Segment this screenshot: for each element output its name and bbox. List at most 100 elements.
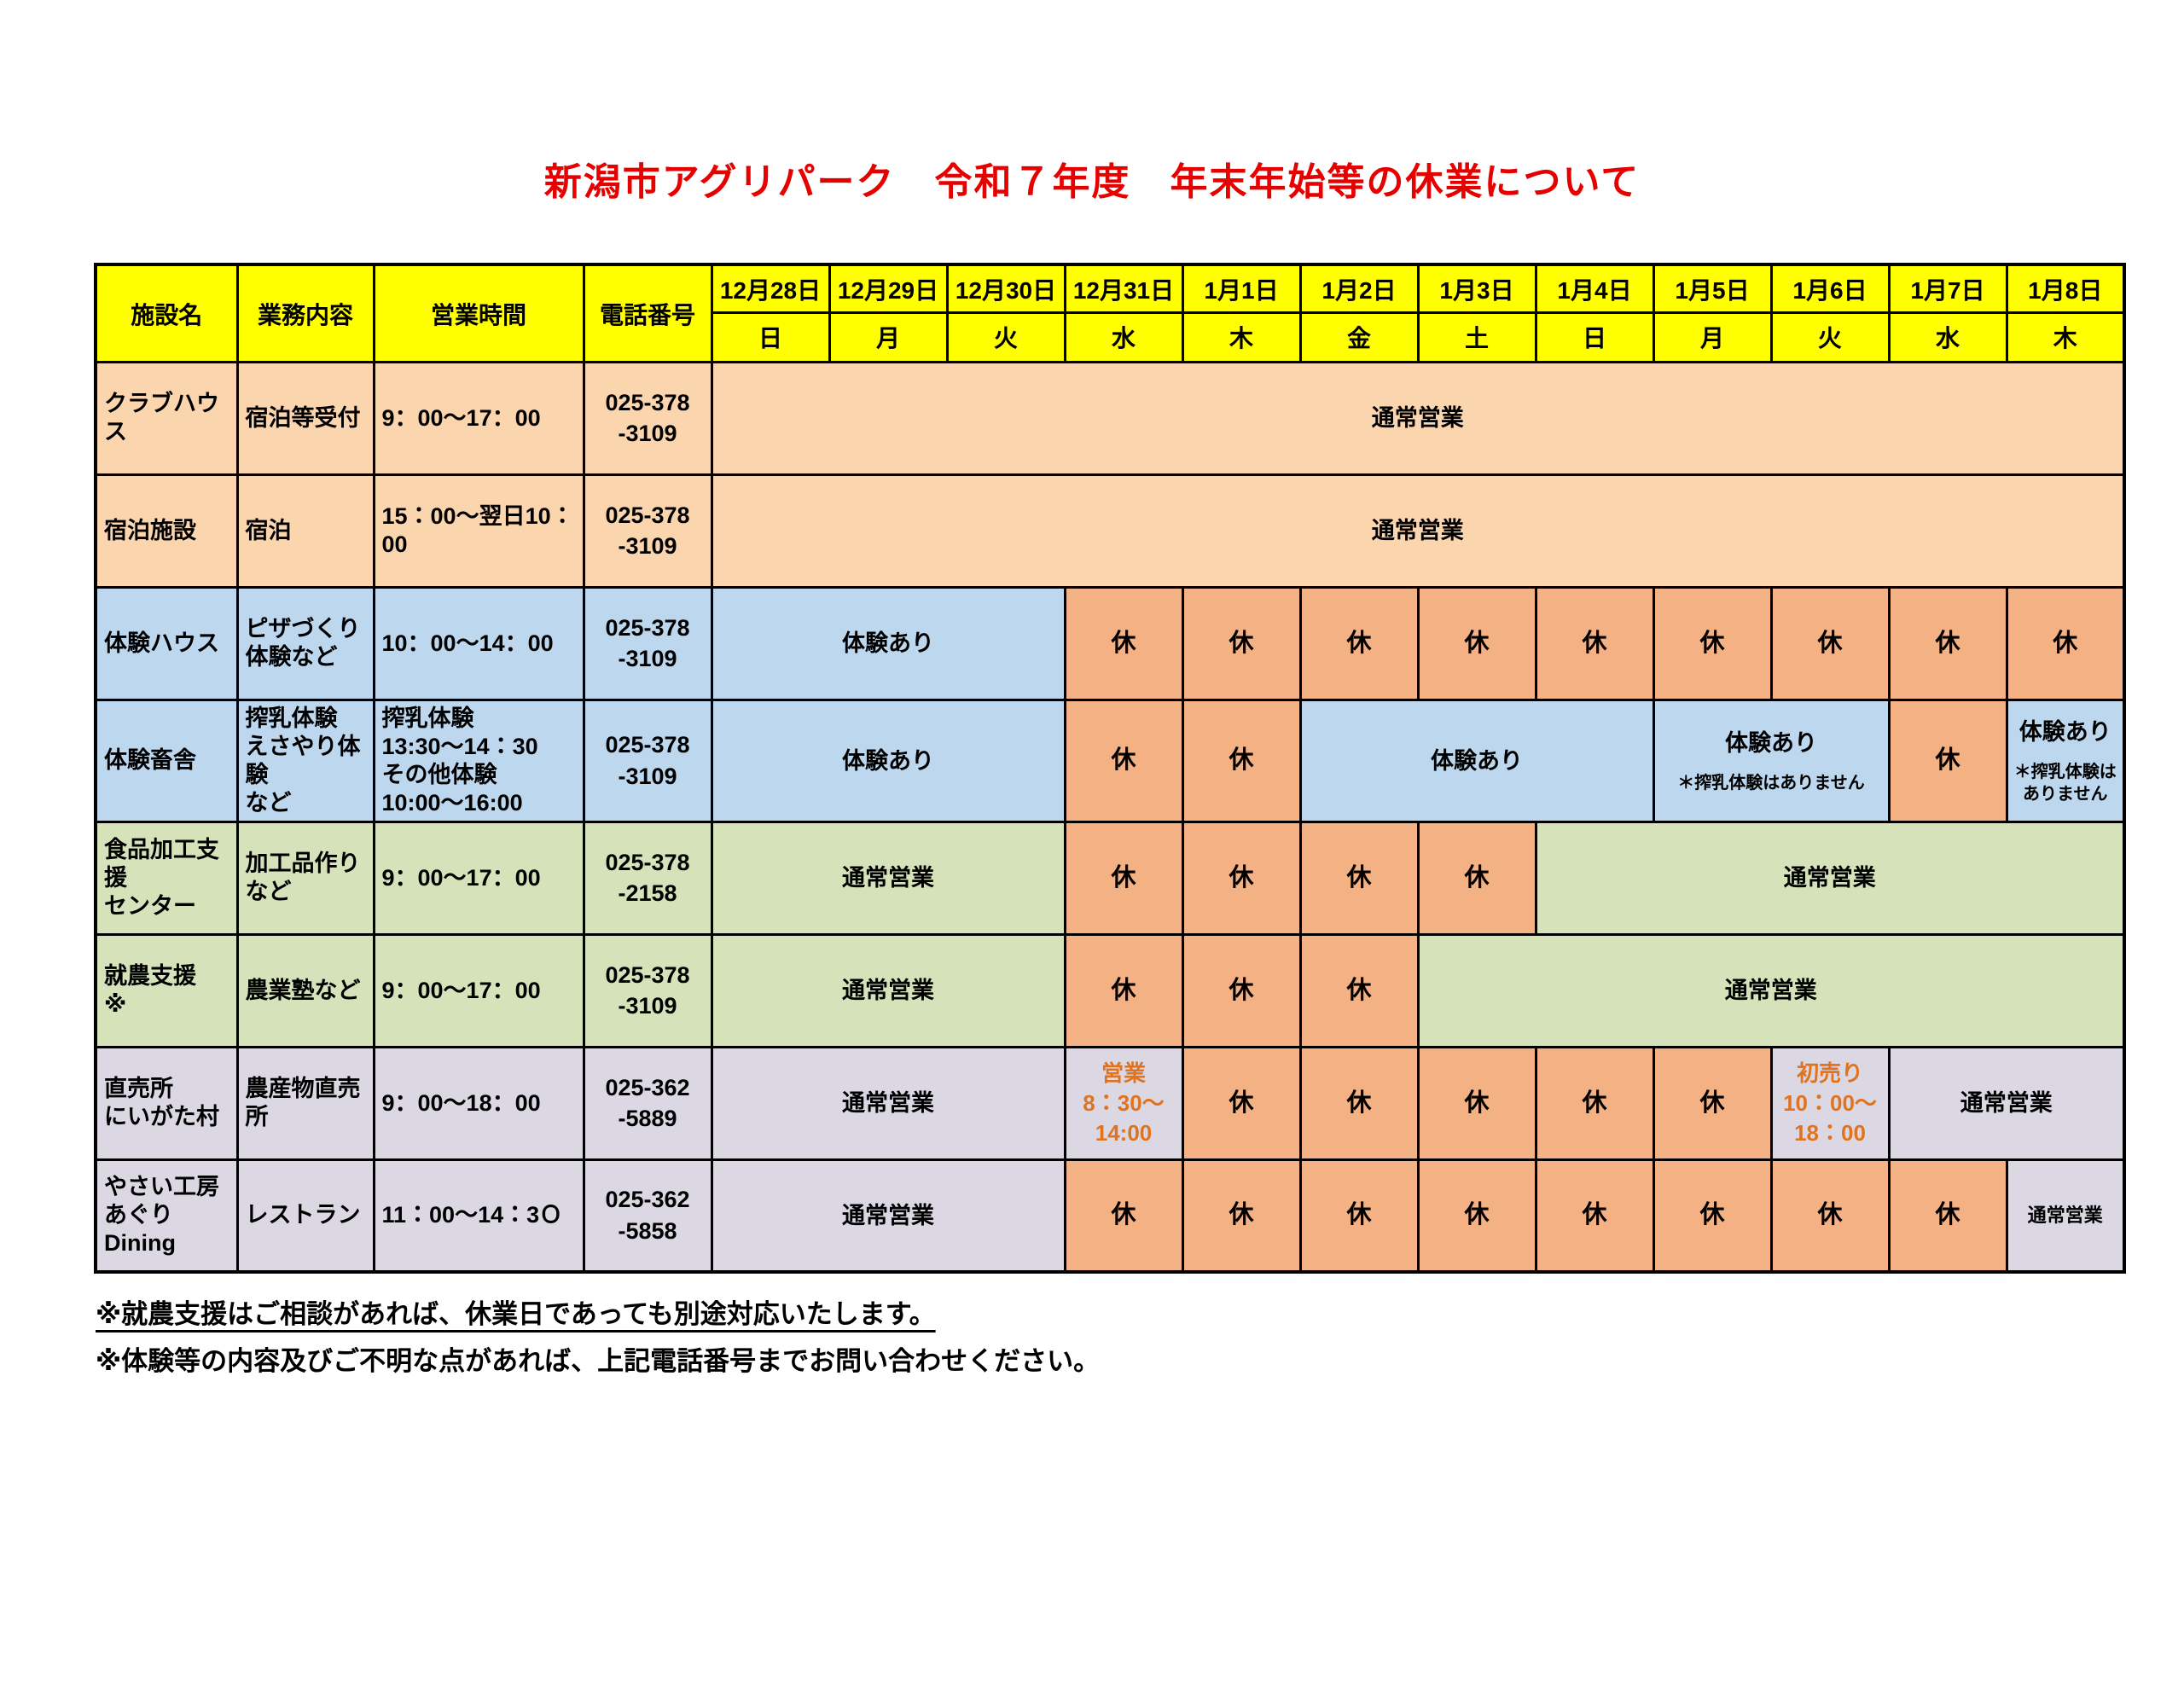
closed-cell: 休 bbox=[1416, 1045, 1537, 1161]
phone-cell: 025-378 -3109 bbox=[582, 585, 713, 701]
date-header: 1月6日 bbox=[1769, 263, 1891, 314]
date-header: 12月30日 bbox=[945, 263, 1066, 314]
hours-cell: 9：00～18：00 bbox=[372, 1045, 585, 1161]
table-row: やさい工房 あぐりDining レストラン 11：00～14：3Ｏ 025-362 -… bbox=[94, 1158, 2126, 1274]
business-cell: ピザづくり 体験など bbox=[235, 585, 375, 701]
schedule-label: 休 bbox=[1228, 746, 1254, 775]
closed-cell: 休 bbox=[1181, 932, 1302, 1048]
schedule-label: 通常営業 bbox=[1371, 405, 1464, 432]
phone-cell: 025-378 -3109 bbox=[582, 698, 713, 823]
closed-cell: 休 bbox=[1887, 1158, 2008, 1274]
closed-cell: 休 bbox=[1181, 585, 1302, 701]
schedule-label: 通常営業 bbox=[842, 1202, 934, 1228]
schedule-label: 体験あり bbox=[2018, 718, 2111, 745]
phone-cell: 025-378 -3109 bbox=[582, 360, 713, 476]
schedule-cell: 通常営業 bbox=[710, 1158, 1066, 1274]
closed-cell: 休 bbox=[1181, 820, 1302, 936]
schedule-label: 休 bbox=[1464, 1089, 1490, 1117]
header-row-dates: 施設名 業務内容 営業時間 電話番号 12月28日 12月29日 12月30日 12月… bbox=[94, 263, 2126, 363]
phone-cell: 025-362 -5858 bbox=[582, 1158, 713, 1274]
closed-cell: 休 bbox=[1298, 1045, 1420, 1161]
date-header: 12月31日 bbox=[1063, 263, 1184, 314]
schedule-label: 休 bbox=[1228, 1089, 1254, 1117]
day-header: 火 bbox=[1769, 311, 1891, 363]
business-cell: 宿泊 bbox=[235, 473, 375, 589]
schedule-note: ＊搾乳体験はありません bbox=[1677, 773, 1865, 793]
table-body: クラブハウス 宿泊等受付 9：00～17：00 025-378 -3109 通常営業 宿泊… bbox=[94, 360, 2126, 1274]
schedule-label: 休 bbox=[1346, 863, 1372, 891]
date-header: 1月7日 bbox=[1887, 263, 2008, 314]
schedule-label: 営業 8：30～ 14:00 bbox=[1083, 1060, 1165, 1146]
day-header: 月 bbox=[828, 311, 949, 363]
hours-cell: 10：00～14：00 bbox=[372, 585, 585, 701]
closed-cell: 休 bbox=[1652, 1158, 1773, 1274]
schedule-cell: 体験あり bbox=[710, 698, 1066, 823]
hours-cell: 9：00～17：00 bbox=[372, 820, 585, 936]
table-header: 施設名 業務内容 営業時間 電話番号 12月28日 12月29日 12月30日 12月… bbox=[94, 263, 2126, 363]
schedule-label: 休 bbox=[1228, 976, 1254, 1004]
phone-cell: 025-378 -3109 bbox=[582, 932, 713, 1048]
business-cell: 加工品作り など bbox=[235, 820, 375, 936]
schedule-label: 休 bbox=[1464, 629, 1490, 657]
closed-cell: 休 bbox=[1298, 932, 1420, 1048]
business-cell: レストラン bbox=[235, 1158, 375, 1274]
closed-cell: 休 bbox=[1063, 820, 1184, 936]
schedule-label: 休 bbox=[1228, 863, 1254, 891]
schedule-label: 通常営業 bbox=[1960, 1089, 2053, 1116]
closed-cell: 休 bbox=[1416, 820, 1537, 936]
schedule-cell: 通常営業 bbox=[710, 360, 2126, 476]
schedule-cell: 体験あり ＊搾乳体験はありません bbox=[1652, 698, 1891, 823]
footnotes: ※就農支援はご相談があれば、休業日であっても別途対応いたします。 ※体験等の内容… bbox=[96, 1301, 2184, 1374]
schedule-cell: 初売り 10：00～ 18：00 bbox=[1769, 1045, 1891, 1161]
schedule-label: 休 bbox=[1817, 1201, 1843, 1229]
schedule-label: 通常営業 bbox=[1724, 977, 1817, 1003]
page-title: 新潟市アグリパーク 令和７年度 年末年始等の休業について bbox=[543, 161, 1641, 203]
day-header: 日 bbox=[710, 311, 831, 363]
schedule-label: 休 bbox=[1817, 629, 1843, 657]
schedule-label: 体験あり bbox=[842, 747, 934, 774]
page: { "title": "新潟市アグリパーク 令和７年度 年末年始等の休業について… bbox=[0, 161, 2184, 1707]
phone-cell: 025-362 -5889 bbox=[582, 1045, 713, 1161]
schedule-cell: 通常営業 bbox=[1416, 932, 2126, 1048]
schedule-label: 休 bbox=[1111, 746, 1136, 775]
schedule-cell: 通常営業 bbox=[2005, 1158, 2126, 1274]
schedule-label: 通常営業 bbox=[1783, 864, 1876, 891]
schedule-label: 通常営業 bbox=[842, 977, 934, 1003]
closed-cell: 休 bbox=[1181, 1045, 1302, 1161]
hours-cell: 9：00～17：00 bbox=[372, 932, 585, 1048]
schedule-label: 通常営業 bbox=[1371, 518, 1464, 544]
day-header: 木 bbox=[1181, 311, 1302, 363]
hours-cell: 搾乳体験 13:30～14：30 その他体験 10:00～16:00 bbox=[372, 698, 585, 823]
schedule-label: 休 bbox=[1111, 863, 1136, 891]
closed-cell: 休 bbox=[1181, 698, 1302, 823]
date-header: 1月8日 bbox=[2005, 263, 2126, 314]
closed-cell: 休 bbox=[1887, 585, 2008, 701]
schedule-label: 体験あり bbox=[1431, 747, 1523, 774]
schedule-cell: 体験あり bbox=[1298, 698, 1655, 823]
closed-cell: 休 bbox=[1416, 585, 1537, 701]
day-header: 火 bbox=[945, 311, 1066, 363]
schedule-cell: 通常営業 bbox=[710, 1045, 1066, 1161]
facility-cell: 体験ハウス bbox=[94, 585, 239, 701]
phone-cell: 025-378 -3109 bbox=[582, 473, 713, 589]
col-header-business: 業務内容 bbox=[235, 263, 375, 363]
schedule-label: 休 bbox=[1699, 1089, 1725, 1117]
schedule-table: 施設名 業務内容 営業時間 電話番号 12月28日 12月29日 12月30日 12月… bbox=[94, 263, 2126, 1274]
closed-cell: 休 bbox=[1887, 698, 2008, 823]
schedule-cell: 体験あり ＊搾乳体験は ありません bbox=[2005, 698, 2126, 823]
table-row: 体験畜舎 搾乳体験 えさやり体験 など 搾乳体験 13:30～14：30 その他体験… bbox=[94, 698, 2126, 823]
hours-cell: 9：00～17：00 bbox=[372, 360, 585, 476]
schedule-cell: 通常営業 bbox=[710, 820, 1066, 936]
col-header-phone: 電話番号 bbox=[582, 263, 713, 363]
schedule-label: 休 bbox=[1228, 1201, 1254, 1229]
schedule-label: 休 bbox=[1582, 1201, 1607, 1229]
date-header: 1月3日 bbox=[1416, 263, 1537, 314]
closed-cell: 休 bbox=[1652, 1045, 1773, 1161]
schedule-label: 休 bbox=[1935, 629, 1960, 657]
closed-cell: 休 bbox=[1298, 585, 1420, 701]
day-header: 木 bbox=[2005, 311, 2126, 363]
closed-cell: 休 bbox=[1416, 1158, 1537, 1274]
schedule-label: 休 bbox=[2053, 629, 2078, 657]
hours-cell: 15：00～翌日10：00 bbox=[372, 473, 585, 589]
col-header-hours: 営業時間 bbox=[372, 263, 585, 363]
